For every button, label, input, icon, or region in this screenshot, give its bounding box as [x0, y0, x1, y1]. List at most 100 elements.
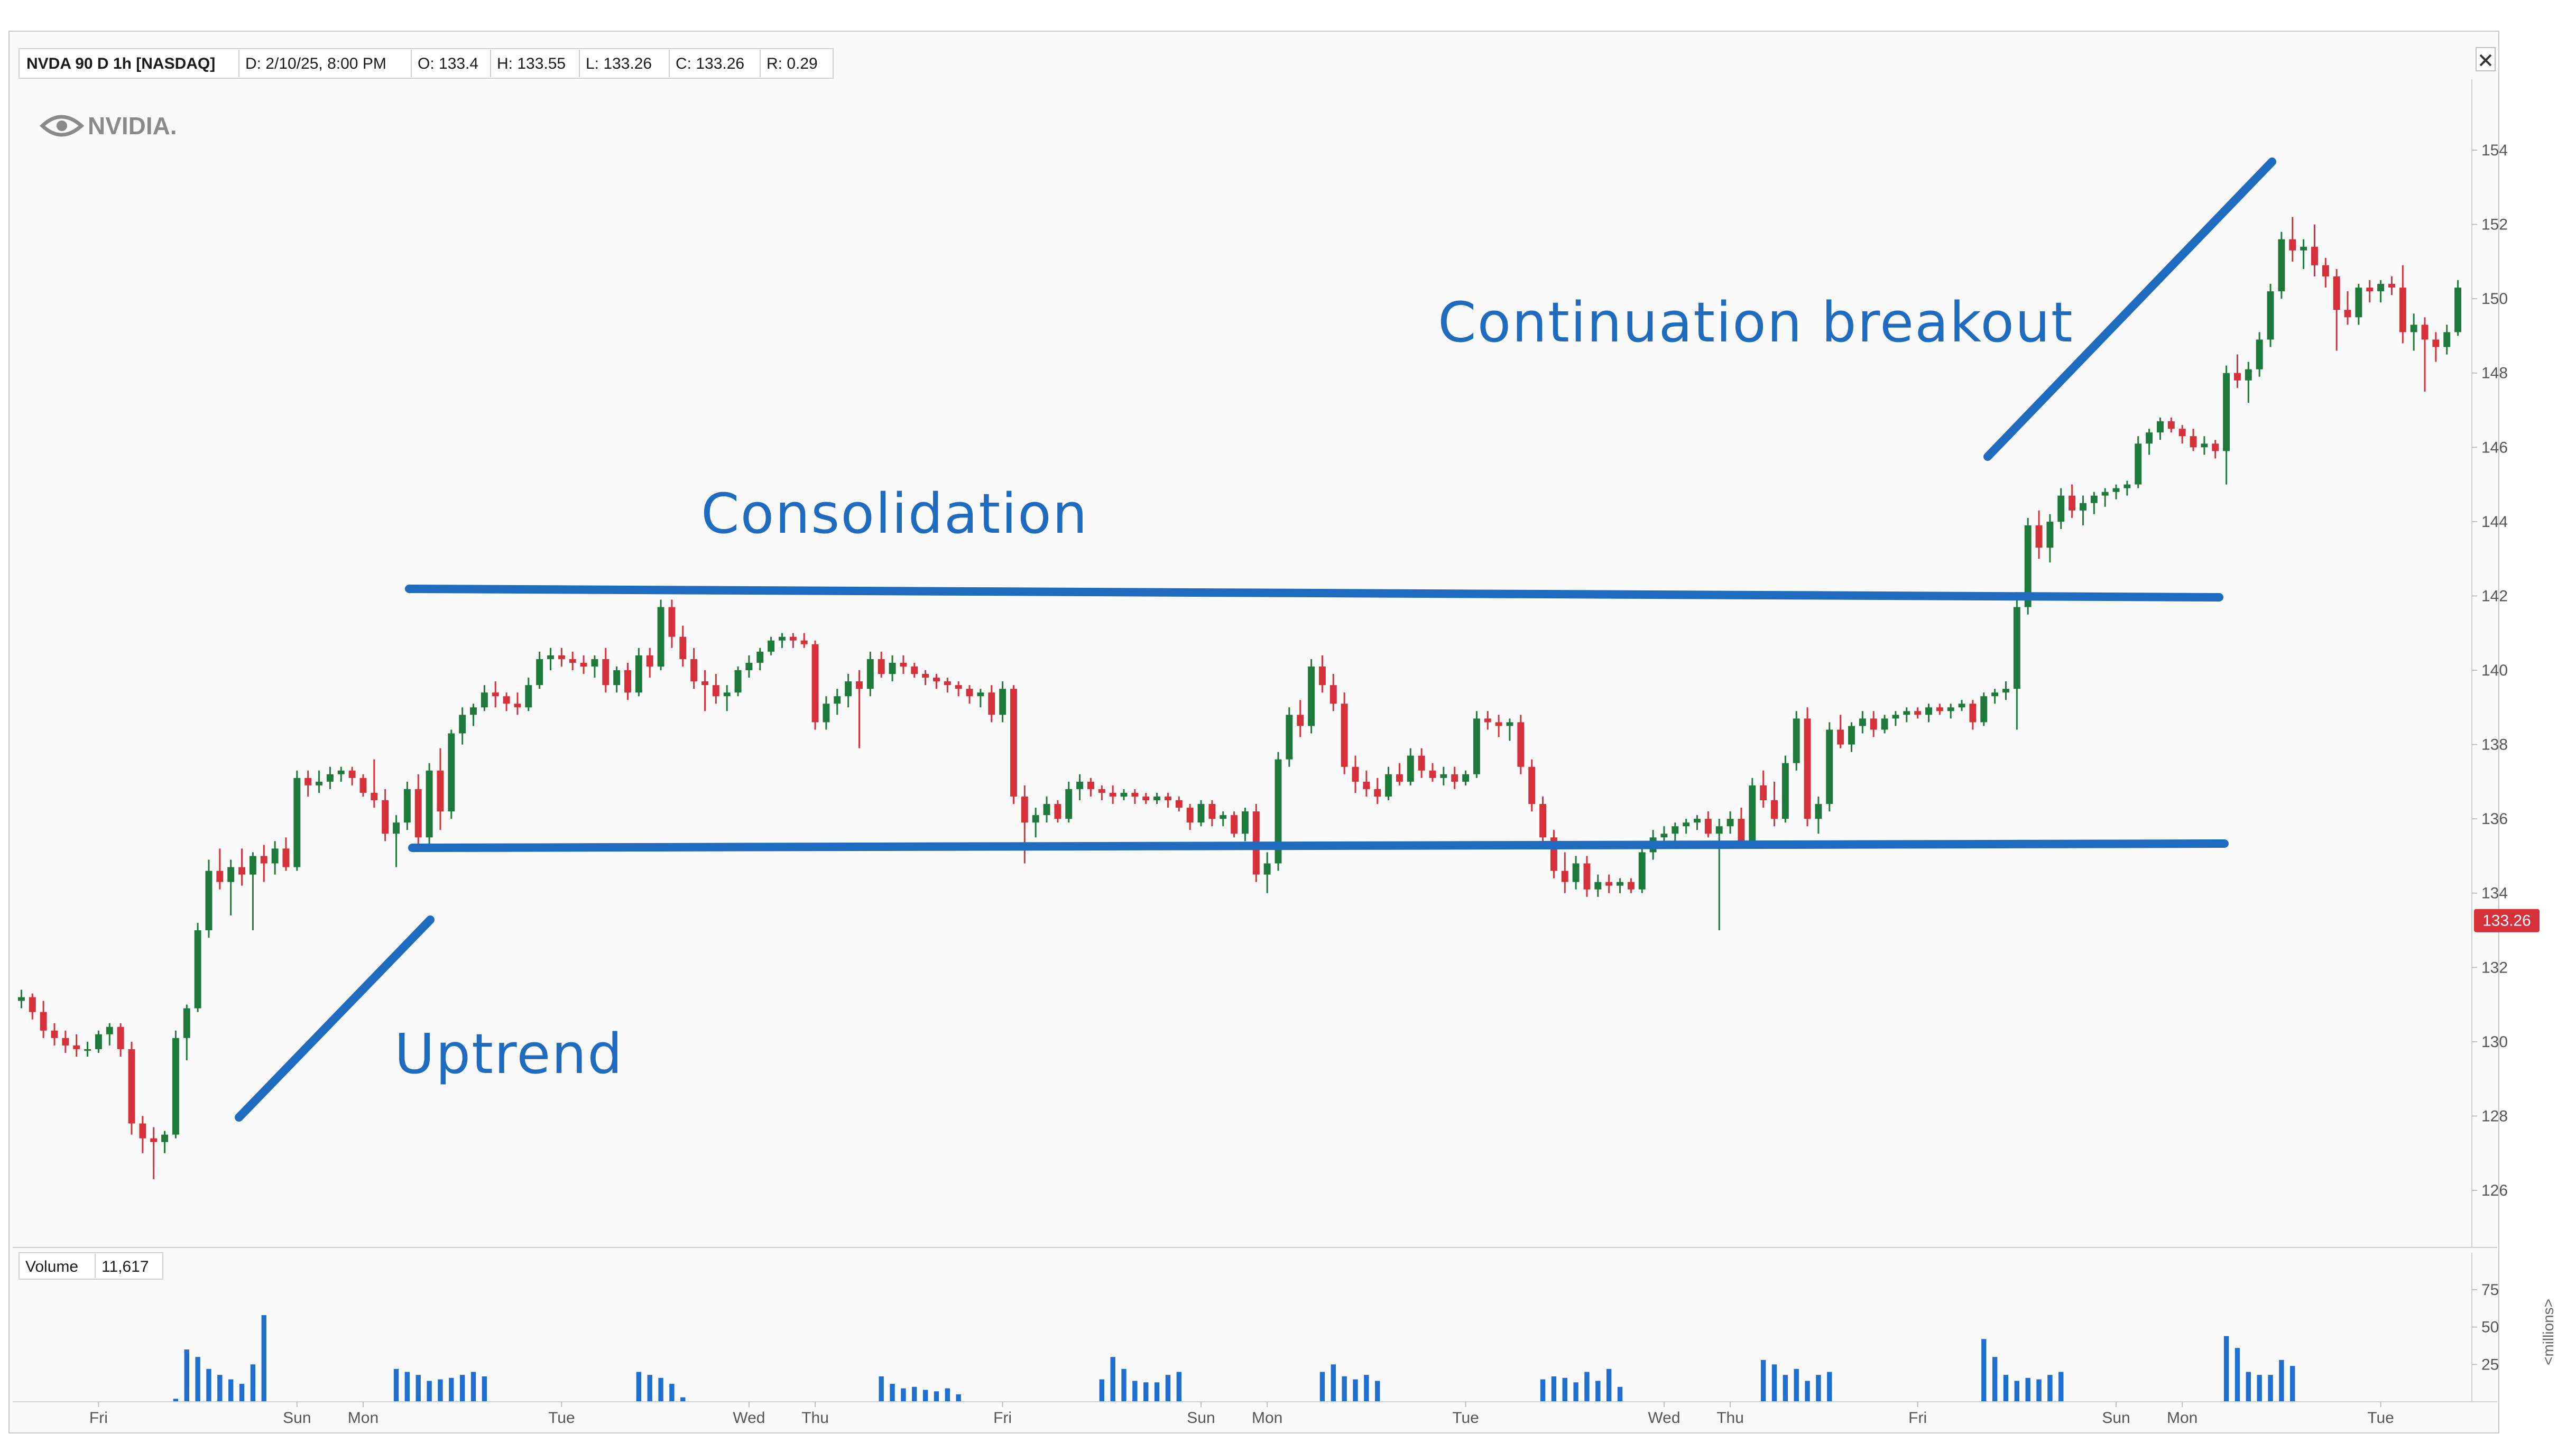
candle-body — [845, 681, 852, 697]
candle-body — [1969, 704, 1977, 723]
ohlc-header: NVDA 90 D 1h [NASDAQ] D: 2/10/25, 8:00 P… — [19, 48, 834, 79]
header-symbol[interactable]: NVDA 90 D 1h [NASDAQ] — [26, 55, 215, 72]
candle-body — [789, 636, 797, 641]
candle-body — [2399, 288, 2406, 332]
header-box — [19, 48, 834, 79]
x-tick-label: Tue — [1452, 1409, 1479, 1427]
candle-body — [547, 655, 554, 659]
volume-bar — [1992, 1357, 1998, 1402]
candle-body — [1407, 755, 1414, 782]
candle-body — [260, 856, 267, 864]
volume-value: 11,617 — [101, 1258, 149, 1275]
volume-bar — [1783, 1375, 1788, 1402]
header-high: H: 133.55 — [497, 55, 566, 72]
candle-body — [690, 659, 698, 682]
candle-body — [1043, 804, 1050, 816]
candle-body — [1605, 882, 1613, 886]
candle-body — [1826, 729, 1833, 804]
candle-body — [2112, 488, 2120, 492]
candle-body — [1208, 804, 1216, 819]
candle-body — [117, 1026, 124, 1049]
y-tick-label: 152 — [2481, 216, 2508, 234]
candle-body — [900, 662, 907, 667]
volume-bar — [1121, 1368, 1127, 1402]
volume-bar — [2290, 1366, 2295, 1402]
y-tick-label: 130 — [2481, 1033, 2508, 1051]
candle-body — [304, 778, 312, 785]
candle-body — [811, 644, 819, 723]
candle-body — [1991, 692, 1999, 697]
candle-body — [2355, 288, 2362, 318]
candle-body — [1175, 800, 1183, 808]
candle-body — [1771, 800, 1778, 819]
candle-body — [1660, 834, 1668, 838]
candle-body — [503, 696, 510, 704]
volume-bar — [1827, 1372, 1832, 1402]
candle-body — [403, 789, 411, 823]
volume-bar — [956, 1394, 961, 1402]
candle-body — [1109, 792, 1116, 797]
x-tick-label: Thu — [801, 1409, 829, 1427]
header-low: L: 133.26 — [586, 55, 652, 72]
volume-bar — [890, 1384, 895, 1402]
candle-body — [1627, 882, 1635, 890]
candle-body — [1484, 718, 1491, 723]
time-axis: Fri Sun Mon Tue Wed Thu Fri Sun Mon Tue Wed Thu Fri S… — [89, 1402, 2394, 1427]
candle-body — [1781, 763, 1789, 819]
candle-body — [2069, 495, 2076, 511]
candle-body — [1914, 711, 1922, 715]
candle-body — [1694, 819, 1701, 823]
candle-body — [1672, 826, 1679, 834]
volume-panel: Volume 11,617 25 50 75 <millions> — [19, 1252, 2556, 1402]
candle-body — [823, 704, 830, 723]
candle-body — [1352, 766, 1359, 782]
candle-body — [635, 655, 642, 693]
candle-body — [1462, 774, 1470, 782]
candle-body — [668, 607, 676, 637]
candle-body — [756, 651, 764, 663]
candle-body — [2212, 443, 2219, 451]
candle-body — [1374, 789, 1381, 797]
volume-bar — [2279, 1359, 2284, 1402]
y-tick-label: 144 — [2481, 513, 2508, 531]
volume-bar — [250, 1364, 256, 1402]
volume-bar — [1794, 1368, 1799, 1402]
candle-body — [139, 1123, 146, 1139]
volume-bar — [393, 1368, 399, 1402]
volume-bar — [404, 1372, 410, 1402]
candle-body — [448, 733, 455, 812]
candle-body — [1473, 718, 1480, 774]
candle-body — [2421, 325, 2429, 340]
candle-body — [1418, 755, 1425, 771]
candle-body — [1980, 696, 1988, 723]
volume-bar — [1551, 1376, 1557, 1402]
candle-body — [2090, 495, 2098, 503]
volume-bar — [1562, 1377, 1567, 1402]
volume-bar — [922, 1390, 928, 1402]
x-tick-label: Mon — [348, 1409, 378, 1427]
candle-body — [646, 655, 653, 667]
candle-body — [768, 640, 775, 652]
candle-body — [1297, 715, 1304, 726]
candle-body — [1815, 804, 1822, 819]
volume-bar — [945, 1388, 950, 1402]
candle-body — [1032, 815, 1039, 823]
volume-bar — [1606, 1368, 1612, 1402]
volume-bar — [1760, 1359, 1766, 1402]
candle-body — [1440, 774, 1447, 778]
chart-settings-icon[interactable] — [2476, 47, 2496, 71]
candle-body — [1528, 766, 1536, 804]
candle-body — [2410, 325, 2417, 332]
volume-unit-label: <millions> — [2540, 1299, 2556, 1365]
candle-body — [977, 692, 984, 697]
x-tick-label: Wed — [1648, 1409, 1680, 1427]
candle-body — [227, 867, 235, 882]
candle-body — [2344, 310, 2351, 318]
uptrend-label: Uptrend — [394, 1022, 623, 1086]
candle-body — [1120, 792, 1128, 797]
candle-body — [1021, 796, 1028, 823]
x-tick-label: Sun — [283, 1409, 311, 1427]
candle-body — [1617, 882, 1623, 886]
header-open: O: 133.4 — [418, 55, 478, 72]
candle-body — [1054, 804, 1061, 819]
